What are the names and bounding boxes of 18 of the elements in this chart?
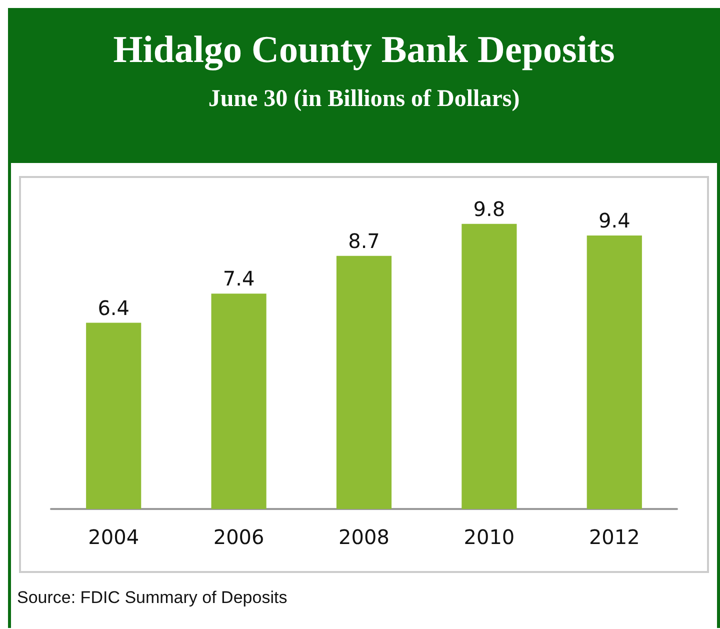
x-tick-label: 2008 [338, 525, 390, 549]
bar [586, 235, 642, 509]
data-label: 9.4 [598, 208, 630, 232]
bar [211, 294, 266, 509]
source-note: Source: FDIC Summary of Deposits [17, 588, 288, 608]
chart-subtitle: June 30 (in Billions of Dollars) [207, 86, 521, 113]
data-label: 6.4 [98, 296, 130, 320]
data-label: 7.4 [222, 266, 255, 291]
x-tick-label: 2012 [588, 525, 640, 549]
x-tick-label: 2006 [213, 525, 264, 549]
x-tick-label: 2004 [88, 525, 140, 549]
bar [462, 224, 517, 509]
chart-title: Hidalgo County Bank Deposits [112, 28, 616, 72]
data-label: 9.8 [473, 196, 506, 221]
bar [336, 256, 392, 509]
data-label: 8.7 [348, 228, 380, 253]
x-tick-label: 2010 [464, 525, 515, 549]
bar [86, 322, 142, 509]
